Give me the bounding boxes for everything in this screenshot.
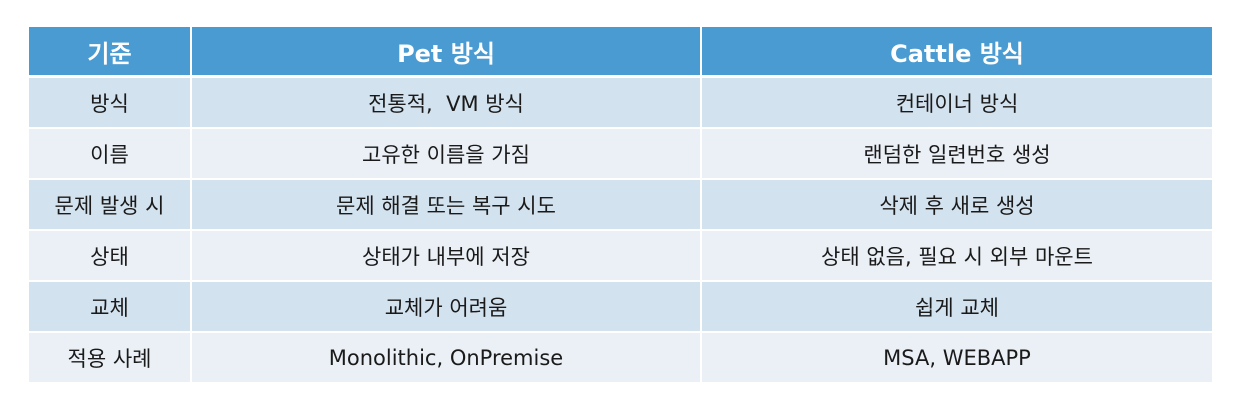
row-criteria-cell: 적용 사례: [29, 332, 192, 384]
row-criteria-cell: 방식: [29, 76, 192, 129]
row-pet-cell: 상태가 내부에 저장: [191, 230, 702, 282]
row-pet-cell: Monolithic, OnPremise: [191, 332, 702, 384]
row-cattle-cell: MSA, WEBAPP: [701, 332, 1212, 384]
row-pet-cell: 고유한 이름을 가짐: [191, 128, 702, 180]
row-cattle-cell: 랜덤한 일련번호 생성: [701, 128, 1212, 180]
table-row: 상태 상태가 내부에 저장 상태 없음, 필요 시 외부 마운트: [29, 230, 1212, 282]
header-pet: Pet 방식: [191, 27, 702, 78]
header-cattle: Cattle 방식: [701, 27, 1212, 78]
header-criteria: 기준: [29, 27, 192, 78]
table-row: 교체 교체가 어려움 쉽게 교체: [29, 281, 1212, 333]
pet-vs-cattle-table: 기준 Pet 방식 Cattle 방식 방식 전통적, VM 방식 컨테이너 방…: [29, 27, 1212, 384]
row-cattle-cell: 상태 없음, 필요 시 외부 마운트: [701, 230, 1212, 282]
row-criteria-cell: 이름: [29, 128, 192, 180]
row-cattle-cell: 컨테이너 방식: [701, 76, 1212, 129]
table-row: 이름 고유한 이름을 가짐 랜덤한 일련번호 생성: [29, 128, 1212, 180]
table-row: 적용 사례 Monolithic, OnPremise MSA, WEBAPP: [29, 332, 1212, 384]
table-row: 문제 발생 시 문제 해결 또는 복구 시도 삭제 후 새로 생성: [29, 179, 1212, 231]
table-header-row: 기준 Pet 방식 Cattle 방식: [29, 27, 1212, 78]
row-cattle-cell: 삭제 후 새로 생성: [701, 179, 1212, 231]
row-criteria-cell: 교체: [29, 281, 192, 333]
row-pet-cell: 전통적, VM 방식: [191, 76, 702, 129]
row-criteria-cell: 문제 발생 시: [29, 179, 192, 231]
row-pet-cell: 문제 해결 또는 복구 시도: [191, 179, 702, 231]
table-row: 방식 전통적, VM 방식 컨테이너 방식: [29, 76, 1212, 129]
comparison-table-container: 기준 Pet 방식 Cattle 방식 방식 전통적, VM 방식 컨테이너 방…: [29, 27, 1212, 384]
row-pet-cell: 교체가 어려움: [191, 281, 702, 333]
row-criteria-cell: 상태: [29, 230, 192, 282]
row-cattle-cell: 쉽게 교체: [701, 281, 1212, 333]
